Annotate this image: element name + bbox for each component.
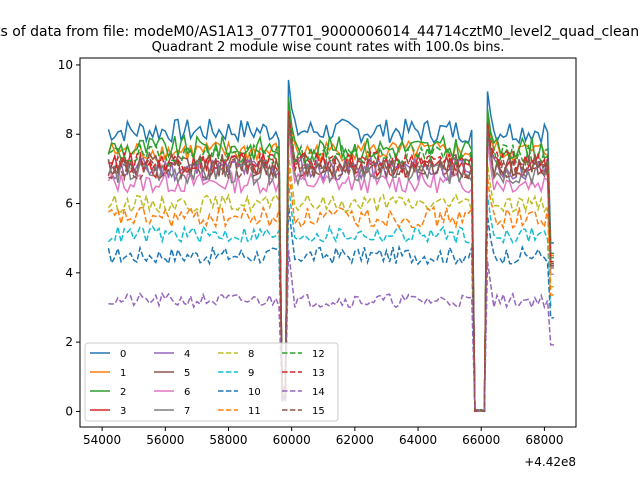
y-tick-label: 0	[65, 404, 73, 418]
legend-label: 2	[120, 387, 126, 398]
x-tick-label: 54000	[83, 433, 121, 447]
legend-label: 9	[248, 368, 254, 379]
legend-label: 14	[312, 387, 325, 398]
x-tick-label: 58000	[209, 433, 247, 447]
y-tick-label: 10	[58, 58, 73, 72]
plot-frame	[79, 57, 577, 428]
legend-label: 15	[312, 406, 325, 417]
legend-label: 7	[184, 406, 190, 417]
legend-label: 3	[120, 406, 126, 417]
y-tick-label: 2	[65, 335, 73, 349]
series-line-14	[108, 249, 554, 412]
x-offset-label: +4.42e8	[524, 455, 576, 469]
legend-label: 12	[312, 349, 325, 360]
y-tick-label: 4	[65, 266, 73, 280]
x-tick-label: 64000	[399, 433, 437, 447]
series-layer	[107, 79, 554, 413]
y-tick-label: 6	[65, 197, 73, 211]
y-axis: 0 2 4 6 8 10	[58, 58, 80, 418]
legend-label: 4	[184, 349, 190, 360]
x-tick-label: 62000	[336, 433, 374, 447]
legend-label: 11	[248, 406, 261, 417]
series-line-15	[108, 118, 554, 412]
legend-label: 6	[184, 387, 190, 398]
legend-label: 13	[312, 368, 325, 379]
x-tick-label: 56000	[146, 433, 184, 447]
figure-suptitle: Plots of data from file: modeM0/AS1A13_0…	[0, 24, 640, 40]
legend-box	[84, 342, 339, 422]
legend-label: 1	[120, 368, 126, 379]
legend-label: 10	[248, 387, 261, 398]
legend-label: 5	[184, 368, 190, 379]
x-tick-label: 68000	[525, 433, 563, 447]
x-axis: 54000 56000 58000 60000 62000 64000 66000 68000	[83, 427, 564, 447]
chart-title: Quadrant 2 module wise count rates with …	[152, 40, 505, 55]
y-tick-label: 8	[65, 127, 73, 141]
legend-label: 8	[248, 349, 254, 360]
series-line-11	[107, 166, 554, 412]
series-line-9	[107, 183, 554, 412]
legend-label: 0	[120, 349, 126, 360]
x-tick-label: 60000	[273, 433, 311, 447]
x-tick-label: 66000	[462, 433, 500, 447]
